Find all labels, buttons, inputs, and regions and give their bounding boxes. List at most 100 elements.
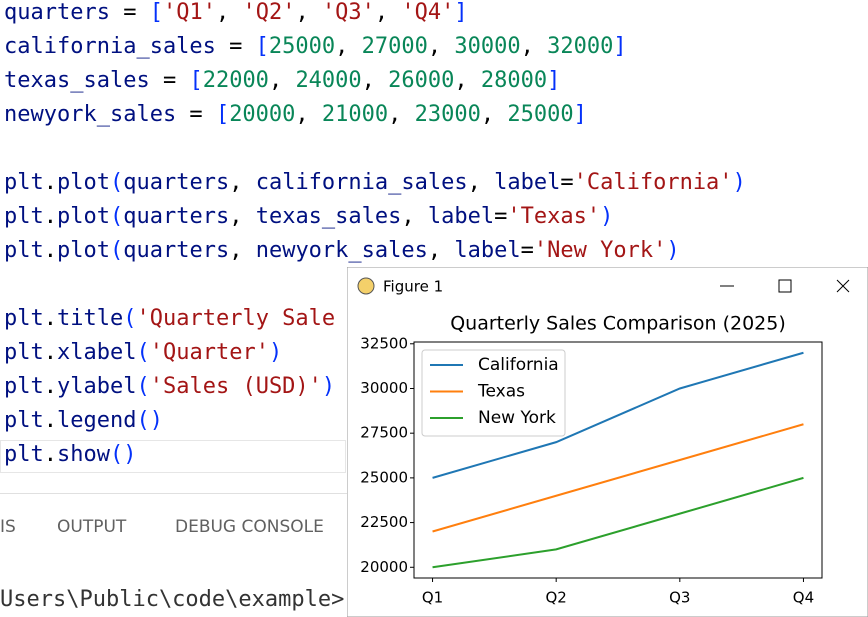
code-line: plt.plot(quarters, newyork_sales, label=… xyxy=(4,238,746,272)
code-token: plot xyxy=(57,170,110,195)
code-line: california_sales = [25000, 27000, 30000,… xyxy=(4,34,746,68)
code-token: label xyxy=(494,170,561,195)
code-token: . xyxy=(43,306,57,331)
terminal-prompt: Users\Public\code\example> xyxy=(0,587,345,612)
code-token: 28000 xyxy=(480,68,548,93)
code-token: ( xyxy=(109,204,124,229)
code-token: , xyxy=(467,170,495,195)
code-token: = xyxy=(560,170,574,195)
code-token: [ xyxy=(189,68,203,93)
code-line: quarters = ['Q1', 'Q2', 'Q3', 'Q4'] xyxy=(4,0,746,34)
code-token: 32000 xyxy=(547,34,614,59)
chart-title: Quarterly Sales Comparison (2025) xyxy=(450,313,786,335)
code-token: ) xyxy=(732,170,746,195)
code-token: , xyxy=(215,0,243,25)
code-token: california_sales xyxy=(4,34,216,59)
y-tick-label: 32500 xyxy=(360,334,408,352)
code-line: plt.title('Quarterly Sale xyxy=(4,306,746,340)
window-frame xyxy=(347,267,868,617)
code-token: , xyxy=(520,34,548,59)
code-token: plot xyxy=(57,238,110,263)
y-tick-label: 25000 xyxy=(360,468,408,486)
series-line xyxy=(432,476,804,569)
code-token: ] xyxy=(573,102,587,127)
legend-label: New York xyxy=(478,408,556,428)
code-token: , xyxy=(374,0,402,25)
code-token: = xyxy=(520,238,534,263)
tab[interactable]: OUTPUT xyxy=(57,517,127,537)
code-token: [ xyxy=(149,0,163,25)
code-token: label xyxy=(454,238,521,263)
y-tick-label: 27500 xyxy=(360,424,408,442)
code-token: () xyxy=(136,408,163,433)
code-token: newyork_sales xyxy=(255,238,428,263)
code-line: plt.plot(quarters, california_sales, lab… xyxy=(4,170,746,204)
code-token: 20000 xyxy=(229,102,296,127)
code-line: texas_sales = [22000, 24000, 26000, 2800… xyxy=(4,68,746,102)
code-token: title xyxy=(57,306,124,331)
code-token: , xyxy=(295,102,322,127)
code-token: , xyxy=(401,204,428,229)
code-token: ) xyxy=(321,374,336,399)
tab[interactable]: DEBUG CONSOLE xyxy=(175,517,324,537)
code-token: texas_sales xyxy=(255,204,402,229)
code-token: , xyxy=(229,170,256,195)
current-line xyxy=(0,440,346,473)
code-token: . xyxy=(43,374,57,399)
tab[interactable]: IS xyxy=(0,517,16,537)
code-token: , xyxy=(480,102,508,127)
code-token: , xyxy=(229,204,256,229)
code-token: 'Q2' xyxy=(242,0,296,25)
code-token: = xyxy=(109,0,150,25)
code-token: ( xyxy=(123,306,137,331)
code-token: , xyxy=(335,34,362,59)
code-token: = xyxy=(494,204,508,229)
code-token: plot xyxy=(57,204,110,229)
code-token: 25000 xyxy=(268,34,336,59)
code-token: show xyxy=(57,442,110,467)
code-token: () xyxy=(109,442,137,467)
code-token: plt xyxy=(4,238,44,263)
code-token: 26000 xyxy=(388,68,455,93)
code-token: 22000 xyxy=(202,68,269,93)
x-tick-label: Q3 xyxy=(669,589,690,607)
maximize-button[interactable] xyxy=(778,279,792,293)
code-token: newyork_sales xyxy=(4,102,177,127)
code-token: 'Quarterly Sale xyxy=(136,306,336,331)
code-token: 'Quarter' xyxy=(149,340,269,365)
code-token: 'Sales (USD)' xyxy=(149,374,322,399)
close-button[interactable] xyxy=(836,279,850,293)
code-token: quarters xyxy=(123,204,230,229)
code-token: quarters xyxy=(123,238,230,263)
code-token: [ xyxy=(215,102,230,127)
code-token: 'New York' xyxy=(533,238,667,263)
code-token: , xyxy=(229,238,256,263)
code-token: plt xyxy=(4,374,44,399)
code-token: texas_sales xyxy=(4,68,150,93)
code-token: 'Q1' xyxy=(162,0,216,25)
code-token: = xyxy=(176,102,216,127)
code-line: plt.xlabel('Quarter') xyxy=(4,340,746,374)
code-token: , xyxy=(388,102,415,127)
code-token: ylabel xyxy=(57,374,137,399)
code-token: 'Q4' xyxy=(401,0,455,25)
code-token: , xyxy=(361,68,389,93)
code-line: plt.legend() xyxy=(4,408,746,442)
code-token: california_sales xyxy=(255,170,468,195)
code-token: plt xyxy=(4,340,44,365)
code-token: xlabel xyxy=(57,340,137,365)
code-token: plt xyxy=(4,442,44,467)
code-token: ( xyxy=(136,340,150,365)
code-token: , xyxy=(268,68,296,93)
code-token: , xyxy=(454,68,481,93)
code-token: ] xyxy=(613,34,627,59)
code-token: ) xyxy=(666,238,680,263)
x-tick-label: Q4 xyxy=(793,589,814,607)
code-token: 'Texas' xyxy=(507,204,601,229)
code-token: plt xyxy=(4,306,44,331)
code-token: 27000 xyxy=(361,34,428,59)
code-token: 'Q3' xyxy=(321,0,375,25)
code-token: plt xyxy=(4,170,44,195)
code-line: plt.show() xyxy=(4,442,746,476)
